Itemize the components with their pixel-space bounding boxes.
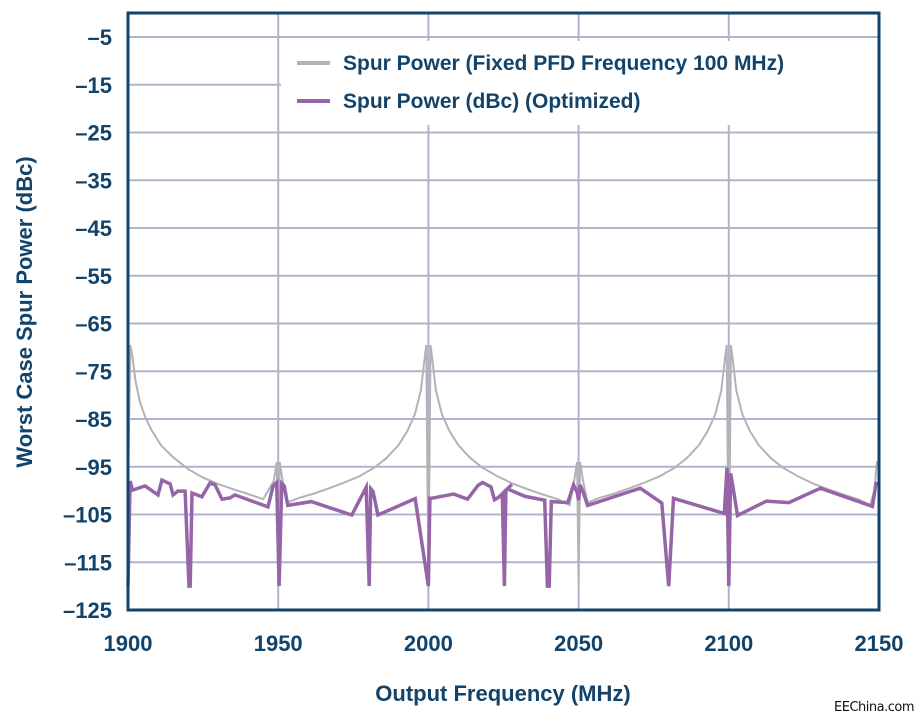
y-tick-label: –115: [64, 550, 112, 575]
legend: Spur Power (Fixed PFD Frequency 100 MHz)…: [281, 41, 881, 125]
y-tick-labels: –5 –15 –25 –35 –45 –55 –65 –75 –85 –95 –105 –115 –12…: [63, 25, 112, 623]
y-tick-label: –85: [75, 407, 112, 432]
x-tick-label: 1950: [254, 631, 303, 656]
series-line-optimized: [126, 467, 879, 588]
y-tick-label: –65: [75, 312, 112, 337]
y-tick-label: –125: [63, 598, 112, 623]
y-tick-label: –5: [88, 25, 112, 50]
y-tick-label: –35: [75, 168, 112, 193]
x-tick-label: 2150: [855, 631, 904, 656]
x-axis-title: Output Frequency (MHz): [375, 681, 630, 706]
y-axis-title: Worst Case Spur Power (dBc): [12, 156, 37, 467]
y-tick-label: –45: [75, 216, 112, 241]
watermark: EEChina.com: [834, 700, 914, 715]
plot-frame: [126, 11, 881, 612]
x-tick-label: 1900: [104, 631, 153, 656]
x-tick-label: 2100: [704, 631, 753, 656]
series-line-fixed-pfd: [127, 344, 879, 587]
x-tick-label: 2000: [404, 631, 453, 656]
y-tick-label: –55: [75, 264, 112, 289]
legend-label-optimized: Spur Power (dBc) (Optimized): [343, 90, 641, 113]
y-tick-label: –105: [63, 503, 112, 528]
y-tick-label: –75: [75, 359, 112, 384]
y-tick-label: –95: [75, 455, 112, 480]
legend-background: [281, 41, 881, 125]
x-tick-labels: 1900 1950 2000 2050 2100 2150: [104, 631, 904, 656]
x-tick-label: 2050: [554, 631, 603, 656]
y-tick-label: –15: [75, 73, 112, 98]
legend-label-fixed-pfd: Spur Power (Fixed PFD Frequency 100 MHz): [343, 52, 784, 75]
series-group: [126, 344, 880, 588]
y-tick-label: –25: [75, 121, 112, 146]
